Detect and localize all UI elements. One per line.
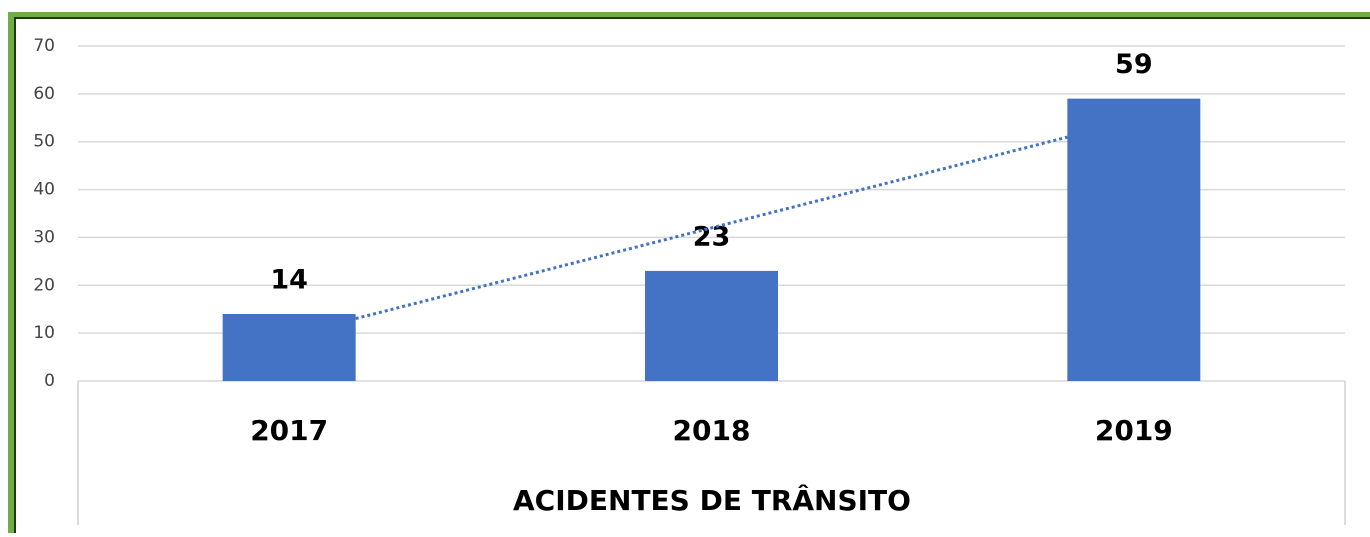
y-tick-label: 50	[33, 132, 55, 152]
data-label: 14	[270, 265, 308, 296]
frame-left	[8, 12, 14, 533]
y-tick-label: 70	[33, 36, 55, 56]
y-tick-label: 30	[33, 227, 55, 247]
data-label: 59	[1115, 49, 1153, 80]
x-tick-label: 2017	[250, 414, 328, 447]
trendline	[355, 135, 1068, 321]
bar	[1067, 98, 1201, 382]
y-tick-label: 10	[33, 323, 55, 343]
x-tick-label: 2019	[1095, 414, 1173, 447]
y-tick-label: 40	[33, 180, 55, 200]
y-tick-label: 0	[44, 371, 55, 391]
y-tick-label: 60	[33, 84, 55, 104]
bar	[645, 270, 778, 381]
frame-top	[8, 12, 1370, 18]
x-tick-label: 2018	[673, 414, 751, 447]
chart-title: ACIDENTES DE TRÂNSITO	[513, 483, 911, 517]
y-tick-label: 20	[33, 275, 55, 295]
data-label: 23	[693, 221, 731, 252]
bar	[222, 314, 356, 381]
